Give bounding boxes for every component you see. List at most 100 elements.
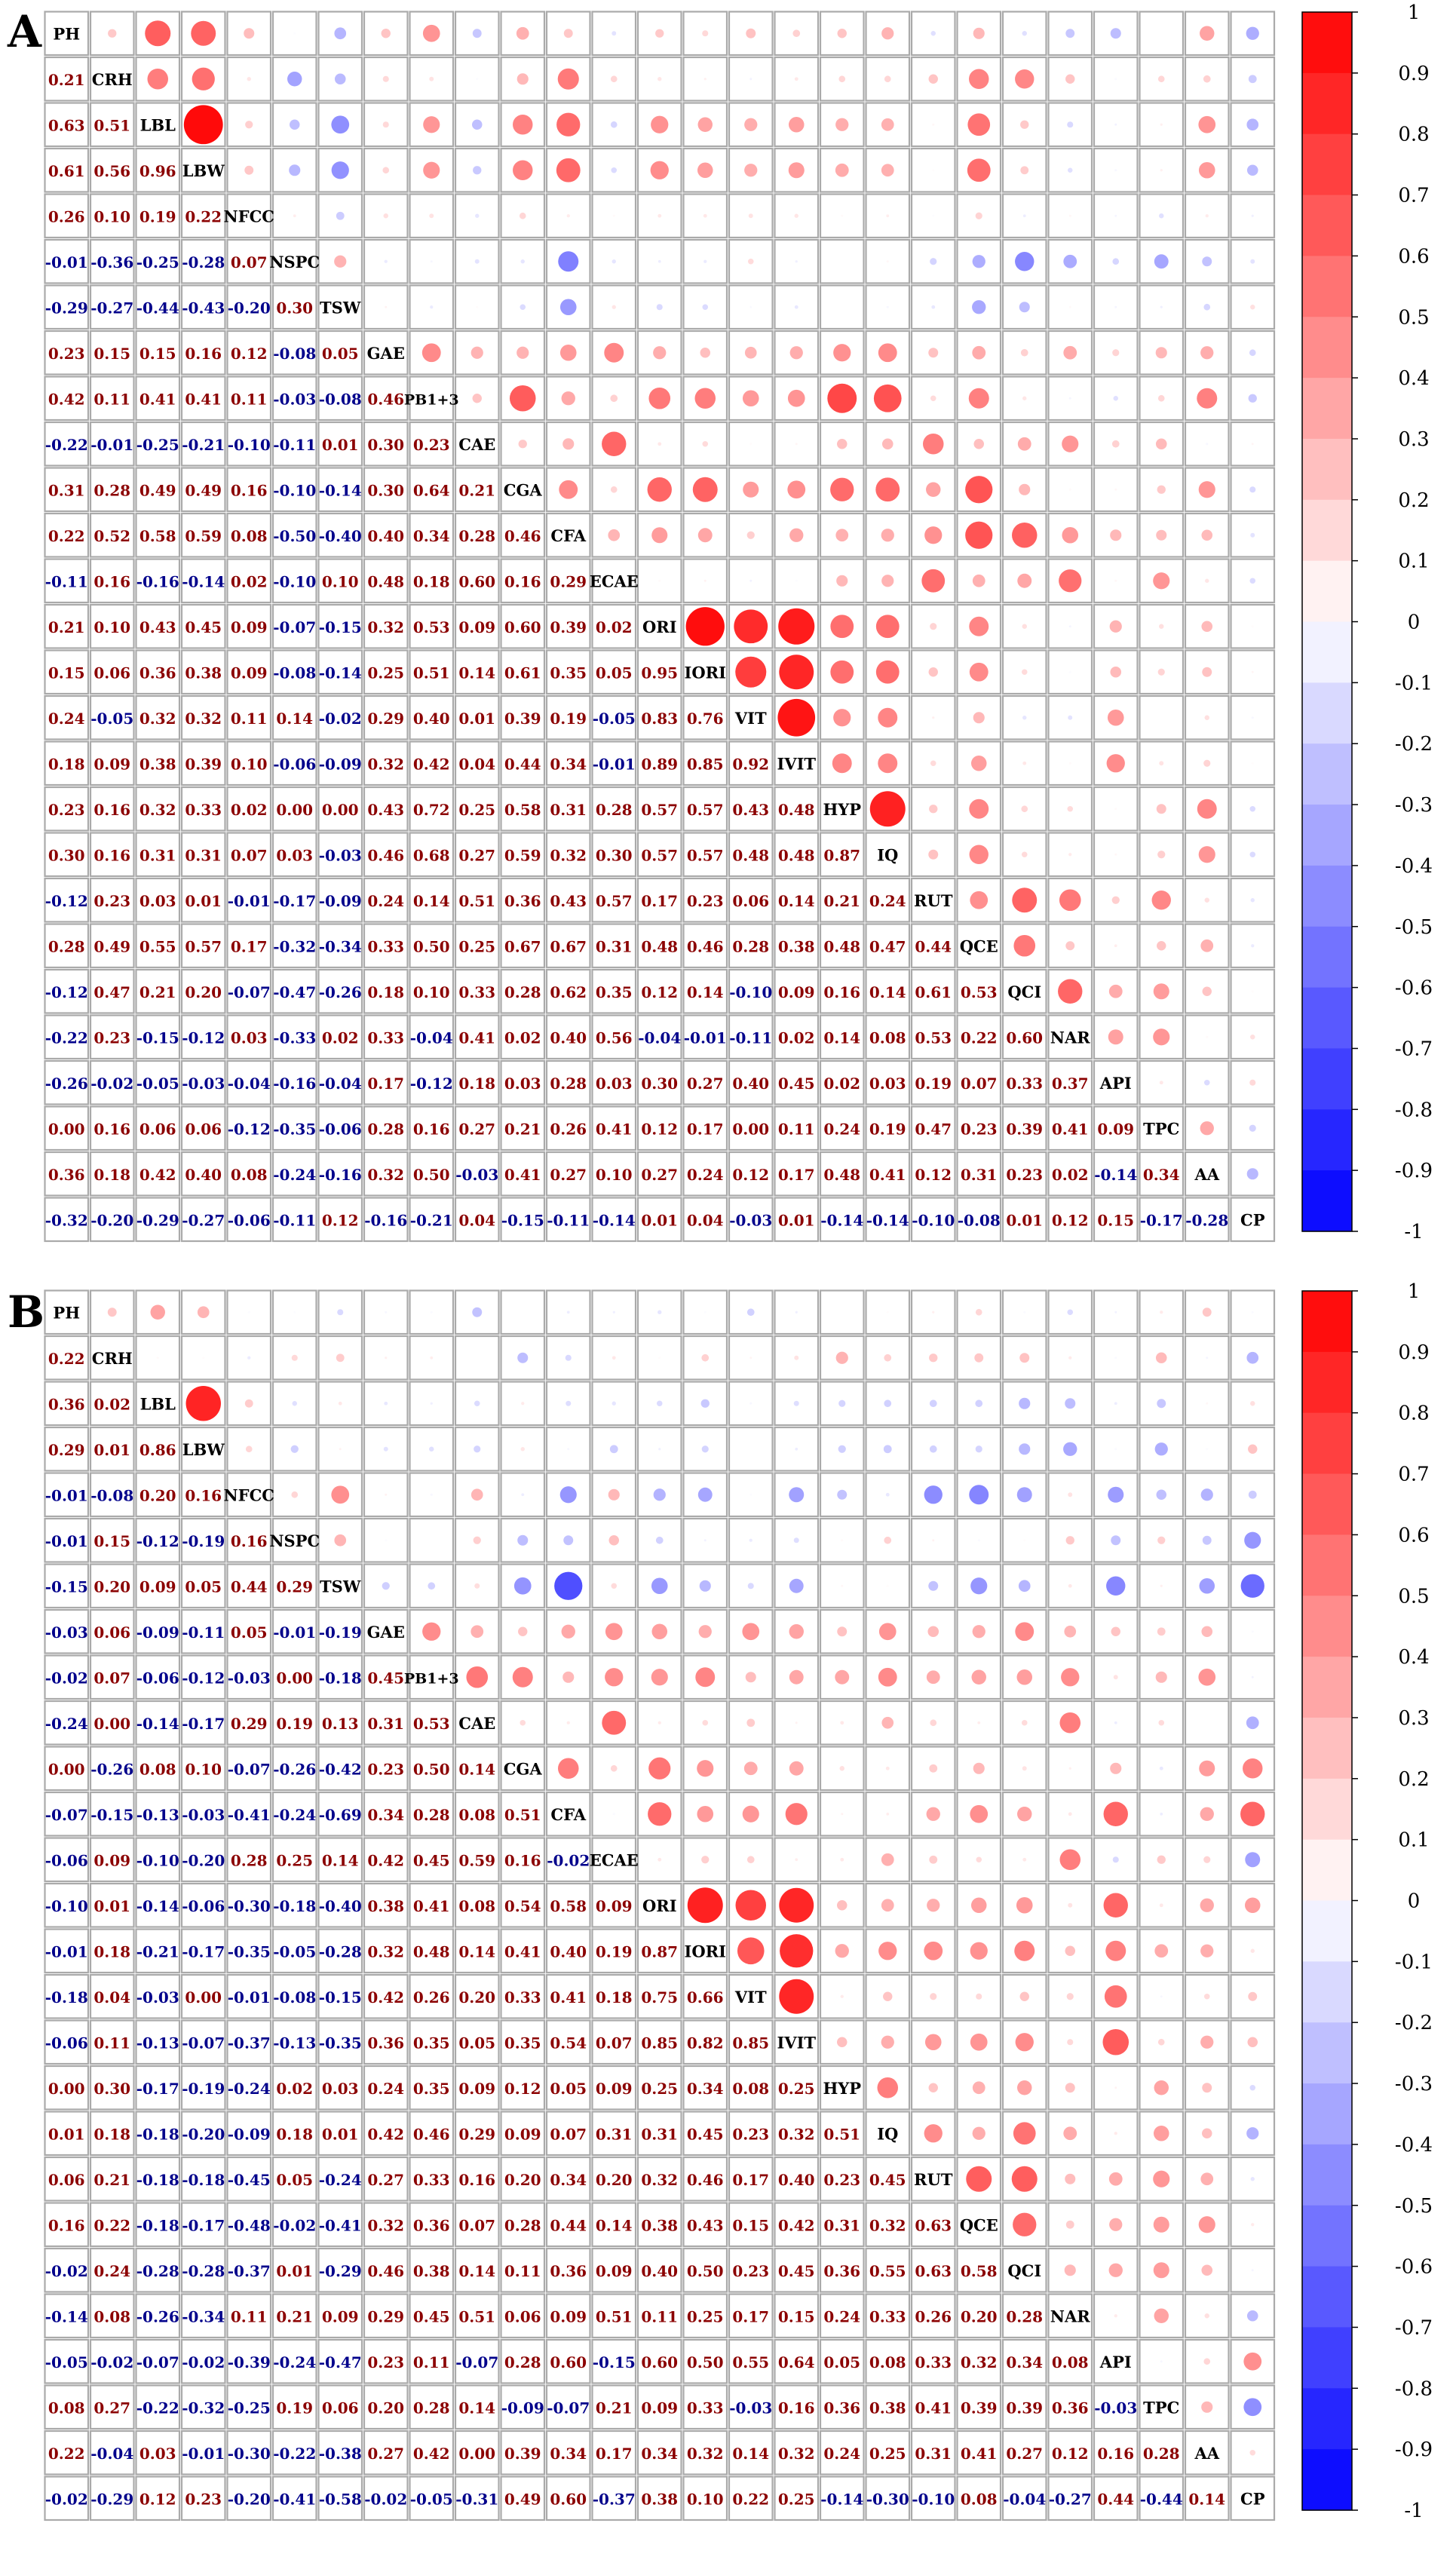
correlation-circle <box>886 1812 890 1816</box>
correlation-circle <box>513 115 533 135</box>
correlation-circle <box>610 121 618 128</box>
correlation-value: -0.15 <box>45 1577 88 1596</box>
correlation-circle <box>602 1710 627 1735</box>
grid-cell <box>728 1151 774 1197</box>
grid-cell <box>682 968 728 1014</box>
correlation-circle <box>1014 1940 1035 1961</box>
correlation-circle <box>648 1802 672 1826</box>
correlation-value: -0.18 <box>273 1897 316 1915</box>
grid-cell <box>317 2202 363 2248</box>
correlation-value: 0.15 <box>93 345 130 363</box>
correlation-value: 0.35 <box>413 2080 450 2098</box>
grid-cell <box>135 877 181 923</box>
variable-label: CGA <box>504 1759 543 1778</box>
correlation-value: 0.45 <box>413 2307 450 2325</box>
correlation-value: -0.05 <box>90 710 133 728</box>
grid-cell <box>910 1197 956 1243</box>
grid-cell <box>44 2111 90 2157</box>
grid-cell <box>591 968 637 1014</box>
correlation-circle <box>703 579 707 582</box>
grid-cell <box>135 1837 181 1883</box>
correlation-value: 0.14 <box>823 1029 860 1047</box>
correlation-value: 0.04 <box>687 1211 724 1229</box>
grid-cell <box>271 786 317 832</box>
colorbar-step <box>1302 2388 1352 2450</box>
correlation-circle <box>1065 1536 1074 1545</box>
grid-cell <box>89 421 135 467</box>
correlation-circle <box>476 78 479 81</box>
colorbar-tick-label: -0.6 <box>1395 977 1433 1000</box>
correlation-circle <box>1157 1536 1166 1544</box>
colorbar-step <box>1302 865 1352 927</box>
correlation-value: 0.23 <box>413 436 450 454</box>
grid-cell <box>226 512 272 558</box>
grid-cell <box>226 1472 272 1518</box>
correlation-circle <box>835 529 849 542</box>
correlation-circle <box>687 1887 723 1924</box>
correlation-circle <box>1106 1576 1126 1596</box>
colorbar-step <box>1302 987 1352 1050</box>
correlation-value: 0.34 <box>550 2445 587 2463</box>
correlation-circle <box>929 1353 938 1363</box>
correlation-value: 0.23 <box>93 1029 130 1047</box>
correlation-circle <box>1065 2173 1076 2184</box>
correlation-circle <box>513 160 533 180</box>
grid-cell <box>226 330 272 376</box>
correlation-value: 0.32 <box>139 710 176 728</box>
correlation-circle <box>612 214 615 217</box>
grid-cell <box>89 1700 135 1746</box>
correlation-value: 0.36 <box>823 2262 860 2280</box>
correlation-circle <box>1248 1490 1257 1499</box>
correlation-circle <box>779 1887 814 1923</box>
grid-cell <box>956 1608 1002 1654</box>
correlation-value: -0.02 <box>182 2353 225 2371</box>
grid-cell <box>180 1197 226 1243</box>
correlation-value: 0.14 <box>458 2262 495 2280</box>
correlation-value: 0.49 <box>185 481 222 499</box>
grid-cell <box>1184 2019 1230 2065</box>
correlation-value: 0.23 <box>367 1760 404 1778</box>
correlation-circle <box>921 569 946 593</box>
correlation-value: 0.51 <box>93 116 130 134</box>
correlation-circle <box>1022 761 1027 765</box>
grid-cell <box>409 1197 455 1243</box>
correlation-value: 0.32 <box>687 2445 724 2463</box>
correlation-value: 0.16 <box>504 572 541 590</box>
grid-cell <box>317 1700 363 1746</box>
grid-cell <box>1047 1882 1093 1928</box>
correlation-value: 0.25 <box>778 2080 815 2098</box>
correlation-circle <box>1248 75 1257 84</box>
grid-cell <box>180 1837 226 1883</box>
grid-cell <box>363 2019 409 2065</box>
grid-cell <box>226 421 272 467</box>
correlation-value: 0.44 <box>231 1577 268 1596</box>
correlation-value: 0.45 <box>869 2171 906 2189</box>
grid-cell <box>682 1014 728 1060</box>
correlation-value: 0.46 <box>504 527 541 545</box>
grid-cell <box>89 1151 135 1197</box>
correlation-value: 0.09 <box>231 618 268 636</box>
grid-cell <box>89 1791 135 1837</box>
grid-cell <box>774 968 820 1014</box>
grid-cell <box>363 2065 409 2111</box>
colorbar-tick-label: 0.4 <box>1398 367 1429 390</box>
grid-cell <box>454 2019 500 2065</box>
correlation-value: -0.44 <box>1140 2490 1183 2508</box>
correlation-circle <box>567 1448 570 1451</box>
correlation-value: 0.33 <box>413 2171 450 2189</box>
correlation-circle <box>970 1577 988 1595</box>
correlation-value: 0.14 <box>413 892 450 910</box>
correlation-circle <box>1159 761 1164 766</box>
correlation-value: -0.38 <box>319 2445 362 2463</box>
grid-cell <box>180 603 226 649</box>
grid-cell <box>409 1746 455 1792</box>
correlation-circle <box>1154 1944 1169 1958</box>
variable-label: API <box>1099 2353 1132 2371</box>
correlation-value: 0.62 <box>550 983 587 1001</box>
correlation-circle <box>702 30 709 37</box>
correlation-circle <box>1159 1903 1163 1908</box>
correlation-value: 0.00 <box>48 1120 85 1138</box>
grid-cell <box>728 238 774 284</box>
correlation-circle <box>565 1354 572 1361</box>
correlation-value: 0.27 <box>458 1120 495 1138</box>
